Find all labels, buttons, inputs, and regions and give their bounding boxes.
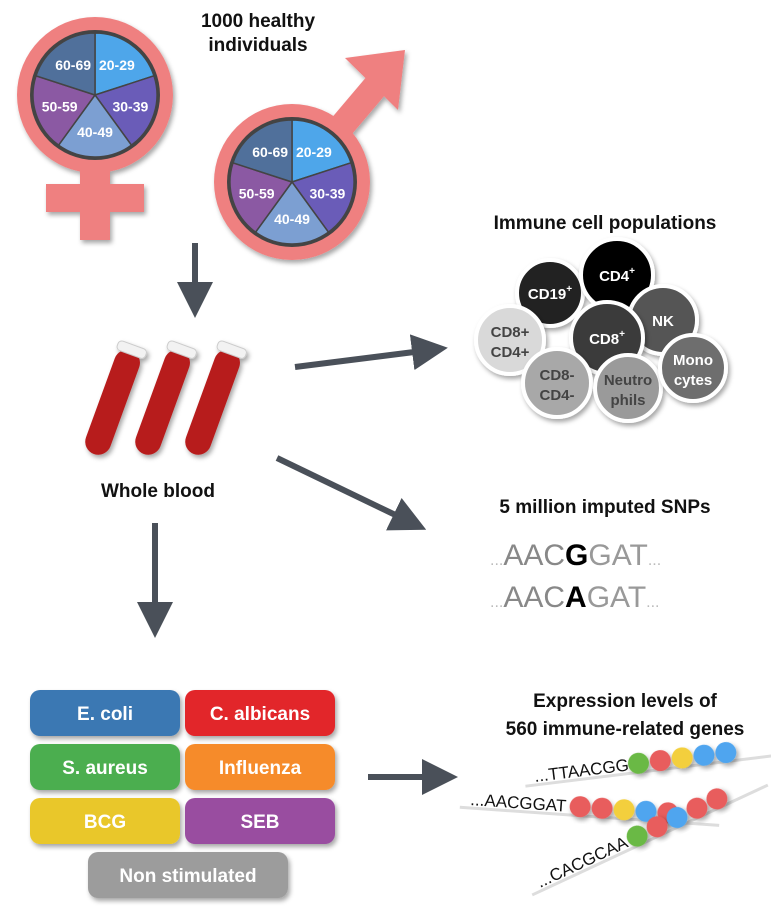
female-age-label-60-69: 60-69 (55, 57, 91, 73)
expression-bead (646, 816, 668, 838)
expression-bead (706, 788, 728, 810)
svg-text:CD4-: CD4- (539, 387, 574, 404)
immune-cells-title: Immune cell populations (494, 213, 717, 234)
female-age-label-50-59: 50-59 (42, 98, 78, 114)
female-age-slice-60-69 (35, 32, 96, 97)
svg-text:CD8+: CD8+ (589, 329, 625, 348)
stimulus-non-stimulated: Non stimulated (88, 852, 288, 898)
svg-text:cytes: cytes (674, 372, 712, 389)
expression-beads: ...TTAACGG ...AACGGAT ...CACGCAA (459, 742, 771, 897)
snps-title: 5 million imputed SNPs (499, 497, 710, 518)
male-age-label-30-39: 30-39 (309, 185, 345, 201)
expression-row-1: ...TTAACGG (525, 742, 771, 788)
female-age-label-40-49: 40-49 (77, 124, 113, 140)
stimuli-buttons: E. coli C. albicans S. aureus Influenza BCG S… (30, 690, 335, 898)
expression-bead (626, 825, 648, 847)
expression-bead (627, 752, 649, 774)
svg-text:Neutro: Neutro (604, 372, 652, 389)
cell-cd19: CD19+ (515, 258, 585, 328)
male-age-slice-60-69 (232, 119, 293, 184)
stimulus-e-coli: E. coli (30, 690, 180, 736)
male-age-label-60-69: 60-69 (252, 144, 288, 160)
expression-row-3: ...CACGCAA (531, 783, 769, 897)
expression-bead (591, 797, 613, 819)
snp-sequence-1: ...AACGGAT... (490, 539, 661, 572)
expression-bead (569, 796, 591, 818)
svg-text:CD4+: CD4+ (491, 344, 530, 361)
male-age-label-20-29: 20-29 (296, 144, 332, 160)
female-age-slice-30-39 (93, 74, 158, 147)
male-age-slice-40-49 (254, 180, 330, 245)
arrow-to-snps (275, 455, 427, 531)
male-age-label-40-49: 40-49 (274, 211, 310, 227)
svg-text:NK: NK (652, 313, 674, 330)
expression-bead (686, 797, 708, 819)
female-age-label-20-29: 20-29 (99, 57, 135, 73)
female-age-pie: 20-29 30-39 40-49 50-59 60-69 (30, 30, 160, 160)
svg-text:Influenza: Influenza (219, 758, 302, 779)
expression-bead (666, 806, 688, 828)
blood-tubes-icon (85, 340, 247, 455)
cell-cd8cd4: CD8+ CD4+ (474, 304, 546, 376)
female-age-slice-50-59 (32, 74, 97, 147)
whole-blood-label: Whole blood (101, 481, 215, 502)
immune-cell-cluster: CD19+ CD4+ NK CD8+ CD4+ CD8+ CD8- CD4- Neutro phi… (474, 237, 728, 423)
svg-text:Non stimulated: Non stimulated (119, 866, 256, 887)
female-age-label-30-39: 30-39 (112, 98, 148, 114)
svg-text:CD8+: CD8+ (491, 324, 530, 341)
flow-arrows (137, 243, 458, 795)
stimulus-c-albicans: C. albicans (185, 690, 335, 736)
male-age-pie: 20-29 30-39 40-49 50-59 60-69 (227, 117, 357, 247)
male-age-slice-20-29 (291, 119, 352, 184)
snp-sequences: ...AACGGAT... ...AACAGAT... (490, 539, 661, 614)
male-age-slice-50-59 (229, 161, 294, 234)
svg-text:phils: phils (610, 392, 645, 409)
cohort-title-line1: 1000 healthy (201, 11, 315, 32)
expression-bead (715, 742, 737, 764)
expression-sequence: ...AACGGAT (470, 790, 567, 816)
svg-text:CD4+: CD4+ (599, 266, 635, 285)
expression-title-line2: 560 immune-related genes (506, 719, 745, 740)
stimulus-seb: SEB (185, 798, 335, 844)
arrow-to-cells (294, 334, 448, 371)
cohort-title-line2: individuals (208, 35, 307, 56)
cell-neutrophils: Neutro phils (593, 353, 663, 423)
expression-title-line1: Expression levels of (533, 691, 717, 712)
svg-text:Mono: Mono (673, 352, 713, 369)
expression-bead (671, 747, 693, 769)
svg-text:E. coli: E. coli (77, 704, 133, 725)
expression-bead (635, 800, 657, 822)
cell-cd8cd4: CD8- CD4- (521, 347, 593, 419)
expression-bead (693, 744, 715, 766)
stimulus-influenza: Influenza (185, 744, 335, 790)
svg-text:C. albicans: C. albicans (210, 704, 310, 725)
expression-sequence: ...TTAACGG (533, 756, 630, 786)
svg-text:S. aureus: S. aureus (62, 758, 148, 779)
expression-bead (649, 750, 671, 772)
stimulus-s-aureus: S. aureus (30, 744, 180, 790)
female-age-slice-20-29 (94, 32, 155, 97)
expression-sequence: ...CACGCAA (534, 833, 632, 892)
snp-sequence-2: ...AACAGAT... (490, 581, 660, 614)
male-age-label-50-59: 50-59 (239, 185, 275, 201)
svg-text:CD19+: CD19+ (528, 284, 572, 303)
svg-text:SEB: SEB (240, 812, 279, 833)
expression-bead (613, 799, 635, 821)
female-age-slice-40-49 (57, 93, 133, 158)
svg-text:BCG: BCG (84, 812, 126, 833)
male-age-slice-30-39 (290, 161, 355, 234)
svg-text:CD8-: CD8- (539, 367, 574, 384)
cell-monocytes: Mono cytes (658, 333, 728, 403)
stimulus-bcg: BCG (30, 798, 180, 844)
